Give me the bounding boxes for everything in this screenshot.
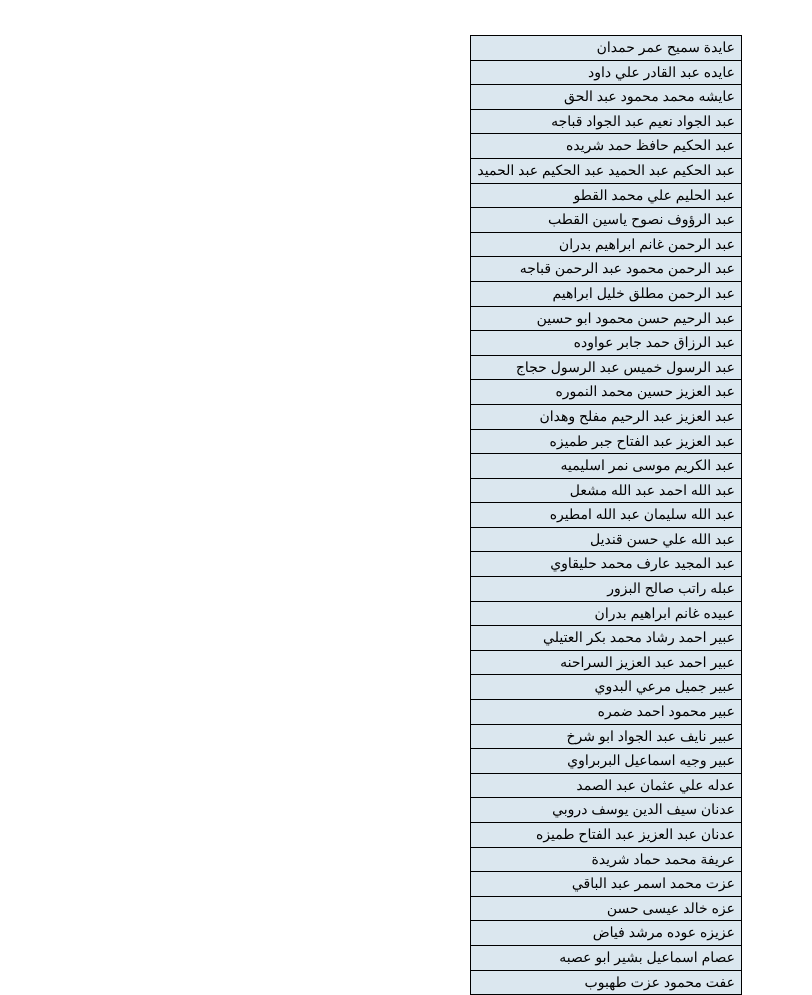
- table-row: عزيزه عوده مرشد فياض: [471, 921, 742, 946]
- name-cell: عبد الرحمن غانم ابراهيم بدران: [471, 232, 742, 257]
- table-row: عبد الرحمن غانم ابراهيم بدران: [471, 232, 742, 257]
- name-cell: عبد الرحمن مطلق خليل ابراهيم: [471, 281, 742, 306]
- table-row: عبد الجواد نعيم عبد الجواد قباجه: [471, 109, 742, 134]
- name-cell: عبد الله احمد عبد الله مشعل: [471, 478, 742, 503]
- name-cell: عبد الرحمن محمود عبد الرحمن قباجه: [471, 257, 742, 282]
- table-row: عبير جميل مرعي البدوي: [471, 675, 742, 700]
- names-table-body: عايدة سميح عمر حمدانعايده عبد القادر علي…: [471, 36, 742, 995]
- name-cell: عبد الله علي حسن قنديل: [471, 527, 742, 552]
- table-row: عدنان عبد العزيز عبد الفتاح طميزه: [471, 823, 742, 848]
- name-cell: عزت محمد اسمر عبد الباقي: [471, 872, 742, 897]
- name-cell: عبد الله سليمان عبد الله امطيره: [471, 503, 742, 528]
- table-row: عصام اسماعيل بشير ابو عصبه: [471, 945, 742, 970]
- name-cell: عريفة محمد حماد شريدة: [471, 847, 742, 872]
- name-cell: عبير محمود احمد ضمره: [471, 700, 742, 725]
- name-cell: عايدة سميح عمر حمدان: [471, 36, 742, 61]
- table-row: عبد الله احمد عبد الله مشعل: [471, 478, 742, 503]
- table-row: عدنان سيف الدين يوسف دروبي: [471, 798, 742, 823]
- names-table-wrap: عايدة سميح عمر حمدانعايده عبد القادر علي…: [498, 35, 742, 995]
- table-row: عبد الرحيم حسن محمود ابو حسين: [471, 306, 742, 331]
- table-row: عبد الله علي حسن قنديل: [471, 527, 742, 552]
- table-row: عبير احمد رشاد محمد بكر العتيلي: [471, 626, 742, 651]
- name-cell: عبد الحليم علي محمد القطو: [471, 183, 742, 208]
- table-row: عبد العزيز عبد الرحيم مفلح وهدان: [471, 404, 742, 429]
- name-cell: عزه خالد عيسى حسن: [471, 896, 742, 921]
- table-row: عبد الله سليمان عبد الله امطيره: [471, 503, 742, 528]
- name-cell: عبد الحكيم حافظ حمد شريده: [471, 134, 742, 159]
- table-row: عايدة سميح عمر حمدان: [471, 36, 742, 61]
- name-cell: عبير وجيه اسماعيل البربراوي: [471, 749, 742, 774]
- name-cell: عايده عبد القادر علي داود: [471, 60, 742, 85]
- name-cell: عدنان سيف الدين يوسف دروبي: [471, 798, 742, 823]
- name-cell: عبير نايف عبد الجواد ابو شرخ: [471, 724, 742, 749]
- name-cell: عبد العزيز عبد الفتاح جبر طميزه: [471, 429, 742, 454]
- name-cell: عبد العزيز عبد الرحيم مفلح وهدان: [471, 404, 742, 429]
- table-row: عدله علي عثمان عبد الصمد: [471, 773, 742, 798]
- table-row: عبد المجيد عارف محمد حليقاوي: [471, 552, 742, 577]
- name-cell: عصام اسماعيل بشير ابو عصبه: [471, 945, 742, 970]
- name-cell: عبد الرؤوف نصوح ياسين القطب: [471, 208, 742, 233]
- name-cell: عزيزه عوده مرشد فياض: [471, 921, 742, 946]
- table-row: عايده عبد القادر علي داود: [471, 60, 742, 85]
- name-cell: عايشه محمد محمود عبد الحق: [471, 85, 742, 110]
- table-row: عبد العزيز حسين محمد النموره: [471, 380, 742, 405]
- name-cell: عبيده غانم ابراهيم بدران: [471, 601, 742, 626]
- table-row: عبير محمود احمد ضمره: [471, 700, 742, 725]
- name-cell: عدله علي عثمان عبد الصمد: [471, 773, 742, 798]
- table-row: عبد الرسول خميس عبد الرسول حجاج: [471, 355, 742, 380]
- table-row: عبد الرزاق حمد جابر عواوده: [471, 331, 742, 356]
- name-cell: عبير احمد عبد العزيز السراحنه: [471, 650, 742, 675]
- document-page: عايدة سميح عمر حمدانعايده عبد القادر علي…: [0, 0, 812, 985]
- table-row: عزت محمد اسمر عبد الباقي: [471, 872, 742, 897]
- table-row: عايشه محمد محمود عبد الحق: [471, 85, 742, 110]
- table-row: عبد الرحمن مطلق خليل ابراهيم: [471, 281, 742, 306]
- name-cell: عبله راتب صالح البزور: [471, 577, 742, 602]
- name-cell: عبد الرزاق حمد جابر عواوده: [471, 331, 742, 356]
- table-row: عبد العزيز عبد الفتاح جبر طميزه: [471, 429, 742, 454]
- name-cell: عبير جميل مرعي البدوي: [471, 675, 742, 700]
- table-row: عبير احمد عبد العزيز السراحنه: [471, 650, 742, 675]
- names-table: عايدة سميح عمر حمدانعايده عبد القادر علي…: [470, 35, 742, 995]
- name-cell: عدنان عبد العزيز عبد الفتاح طميزه: [471, 823, 742, 848]
- table-row: عبير نايف عبد الجواد ابو شرخ: [471, 724, 742, 749]
- name-cell: عبد العزيز حسين محمد النموره: [471, 380, 742, 405]
- table-row: عبير وجيه اسماعيل البربراوي: [471, 749, 742, 774]
- name-cell: عبير احمد رشاد محمد بكر العتيلي: [471, 626, 742, 651]
- table-row: عبد الكريم موسى نمر اسليميه: [471, 454, 742, 479]
- table-row: عبد الحكيم عبد الحميد عبد الحكيم عبد الح…: [471, 158, 742, 183]
- table-row: عفت محمود عزت طهبوب: [471, 970, 742, 995]
- table-row: عبد الحكيم حافظ حمد شريده: [471, 134, 742, 159]
- name-cell: عبد المجيد عارف محمد حليقاوي: [471, 552, 742, 577]
- table-row: عبد الرؤوف نصوح ياسين القطب: [471, 208, 742, 233]
- table-row: عريفة محمد حماد شريدة: [471, 847, 742, 872]
- table-row: عزه خالد عيسى حسن: [471, 896, 742, 921]
- name-cell: عبد الجواد نعيم عبد الجواد قباجه: [471, 109, 742, 134]
- name-cell: عبد الرحيم حسن محمود ابو حسين: [471, 306, 742, 331]
- table-row: عبد الرحمن محمود عبد الرحمن قباجه: [471, 257, 742, 282]
- name-cell: عبد الحكيم عبد الحميد عبد الحكيم عبد الح…: [471, 158, 742, 183]
- name-cell: عفت محمود عزت طهبوب: [471, 970, 742, 995]
- table-row: عبيده غانم ابراهيم بدران: [471, 601, 742, 626]
- name-cell: عبد الكريم موسى نمر اسليميه: [471, 454, 742, 479]
- table-row: عبد الحليم علي محمد القطو: [471, 183, 742, 208]
- table-row: عبله راتب صالح البزور: [471, 577, 742, 602]
- name-cell: عبد الرسول خميس عبد الرسول حجاج: [471, 355, 742, 380]
